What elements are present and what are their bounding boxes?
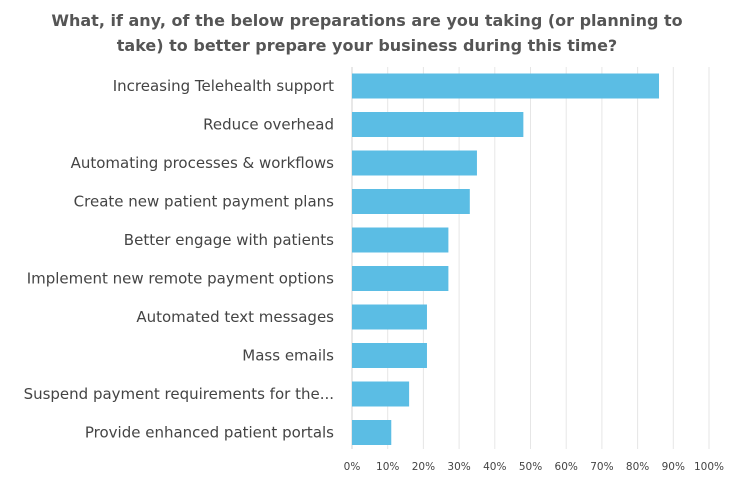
bar [352, 150, 477, 176]
category-labels: Increasing Telehealth support Reduce over… [24, 77, 335, 442]
category-label: Create new patient payment plans [74, 193, 335, 211]
x-tick-label: 70% [590, 461, 613, 473]
x-tick-label: 80% [626, 461, 649, 473]
bar [352, 381, 410, 407]
bars [352, 73, 660, 445]
x-tick-label: 90% [662, 461, 685, 473]
x-tick-labels: 0% 10% 20% 30% 40% 50% 60% 70% 80% 90% 100% [344, 461, 724, 473]
x-tick-label: 20% [412, 461, 435, 473]
x-tick-label: 0% [344, 461, 361, 473]
x-tick-label: 40% [483, 461, 506, 473]
category-label: Mass emails [242, 347, 334, 365]
bar [352, 304, 427, 330]
x-tick-label: 30% [447, 461, 470, 473]
bar [352, 420, 392, 445]
x-tick-label: 10% [376, 461, 399, 473]
chart-title: What, if any, of the below preparations … [0, 8, 734, 58]
bar [352, 112, 524, 137]
bar [352, 73, 660, 99]
x-tick-label: 60% [555, 461, 578, 473]
bar [352, 227, 449, 253]
x-tick-label: 50% [519, 461, 542, 473]
category-label: Implement new remote payment options [27, 270, 334, 288]
bar [352, 189, 470, 214]
x-tick-label: 100% [694, 461, 724, 473]
category-label: Better engage with patients [124, 231, 334, 249]
category-label: Increasing Telehealth support [113, 77, 334, 95]
bar [352, 266, 449, 291]
category-label: Provide enhanced patient portals [85, 424, 334, 442]
category-label: Automated text messages [136, 308, 334, 326]
category-label: Reduce overhead [203, 116, 334, 134]
category-label: Automating processes & workflows [71, 154, 335, 172]
chart-title-line-1: What, if any, of the below preparations … [51, 11, 683, 30]
bar [352, 343, 427, 368]
chart-title-line-2: take) to better prepare your business du… [116, 36, 618, 55]
category-label: Suspend payment requirements for the... [24, 385, 334, 403]
